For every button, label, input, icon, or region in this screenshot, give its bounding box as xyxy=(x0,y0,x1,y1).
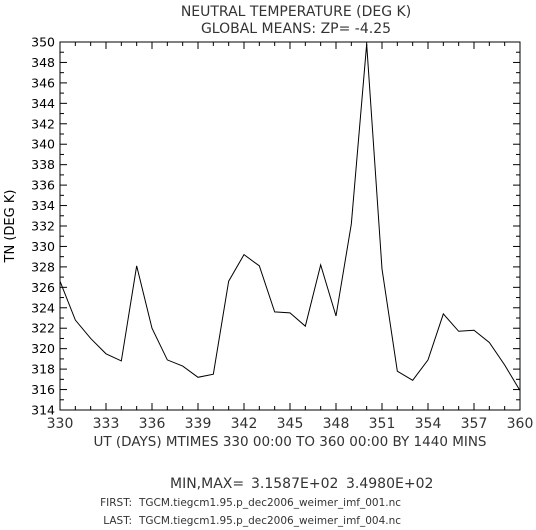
y-axis-ticks: 314 316 318 320 322 324 326 328 330 332 334 336 338 3… xyxy=(31,35,520,418)
y-tick-label: 334 xyxy=(31,198,55,213)
x-tick-label: 336 xyxy=(139,416,166,432)
last-file: TGCM.tiegcm1.95.p_dec2006_weimer_imf_004… xyxy=(138,515,401,527)
y-tick-label: 318 xyxy=(31,362,55,377)
y-tick-label: 314 xyxy=(31,403,55,418)
y-tick-label: 342 xyxy=(31,116,55,131)
y-tick-label: 320 xyxy=(31,341,55,356)
y-tick-label: 322 xyxy=(31,321,55,336)
x-axis-label: UT (DAYS) MTIMES 330 00:00 TO 360 00:00 … xyxy=(94,434,487,450)
max-value: 3.4980E+02 xyxy=(346,476,433,492)
y-tick-label: 338 xyxy=(31,157,55,172)
chart-subtitle: GLOBAL MEANS: ZP= -4.25 xyxy=(201,21,391,37)
x-tick-label: 354 xyxy=(415,416,442,432)
y-tick-label: 350 xyxy=(31,35,55,50)
minmax-label: MIN,MAX= xyxy=(170,476,244,492)
min-value: 3.1587E+02 xyxy=(251,476,338,492)
y-axis-label: TN (DEG K) xyxy=(3,190,18,264)
x-tick-label: 333 xyxy=(93,416,120,432)
x-tick-label: 330 xyxy=(47,416,74,432)
x-tick-label: 360 xyxy=(507,416,534,432)
y-tick-label: 344 xyxy=(31,96,55,111)
y-tick-label: 316 xyxy=(31,382,55,397)
x-tick-label: 348 xyxy=(323,416,350,432)
first-file-label: FIRST: xyxy=(100,497,132,509)
y-tick-label: 326 xyxy=(31,280,55,295)
y-tick-label: 340 xyxy=(31,137,55,152)
x-axis-ticks: 330 333 336 339 342 345 348 351 354 357 360 xyxy=(47,42,534,432)
x-tick-label: 345 xyxy=(277,416,304,432)
y-tick-label: 348 xyxy=(31,55,55,70)
first-file: TGCM.tiegcm1.95.p_dec2006_weimer_imf_001… xyxy=(138,497,401,509)
series-line xyxy=(59,43,521,391)
y-tick-label: 324 xyxy=(31,300,55,315)
x-tick-label: 357 xyxy=(461,416,488,432)
x-tick-label: 342 xyxy=(231,416,258,432)
y-tick-label: 332 xyxy=(31,219,55,234)
y-tick-label: 328 xyxy=(31,259,55,274)
y-tick-label: 346 xyxy=(31,75,55,90)
x-tick-label: 339 xyxy=(185,416,212,432)
last-file-label: LAST: xyxy=(103,515,132,527)
chart-title: NEUTRAL TEMPERATURE (DEG K) xyxy=(181,4,411,20)
plot-frame xyxy=(59,41,521,411)
y-tick-label: 336 xyxy=(31,178,55,193)
x-tick-label: 351 xyxy=(369,416,396,432)
y-tick-label: 330 xyxy=(31,239,55,254)
